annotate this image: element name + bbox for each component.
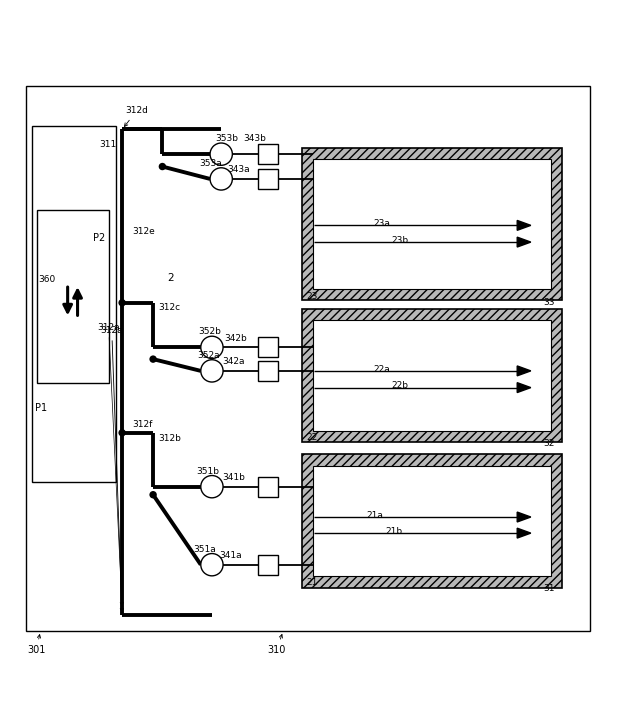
Bar xyxy=(313,465,550,576)
Text: 312c: 312c xyxy=(158,303,180,312)
Bar xyxy=(302,455,562,588)
Text: 22a: 22a xyxy=(373,364,389,374)
Text: 310: 310 xyxy=(267,635,286,655)
Text: 22b: 22b xyxy=(391,381,409,390)
Bar xyxy=(26,86,590,631)
Polygon shape xyxy=(518,512,531,522)
Bar xyxy=(258,555,277,574)
Text: 351b: 351b xyxy=(197,467,220,475)
Text: 360: 360 xyxy=(39,275,56,284)
Text: 21: 21 xyxy=(306,578,317,587)
Polygon shape xyxy=(518,237,531,247)
Text: 343a: 343a xyxy=(228,165,250,174)
Text: P2: P2 xyxy=(93,233,105,243)
Text: P1: P1 xyxy=(35,403,47,413)
Text: 23a: 23a xyxy=(373,219,390,228)
Text: 341b: 341b xyxy=(223,473,245,482)
Text: 22: 22 xyxy=(306,433,317,442)
Circle shape xyxy=(118,299,126,306)
Text: 312a: 312a xyxy=(98,323,124,606)
Bar xyxy=(32,126,116,483)
Text: 341a: 341a xyxy=(220,551,242,560)
Circle shape xyxy=(201,475,223,498)
Bar xyxy=(302,148,562,300)
Text: 312e: 312e xyxy=(132,227,156,236)
Bar xyxy=(258,361,277,381)
Text: 353b: 353b xyxy=(215,133,238,143)
Bar xyxy=(258,477,277,497)
Circle shape xyxy=(210,168,233,190)
Bar xyxy=(313,320,550,431)
Polygon shape xyxy=(518,220,531,230)
Circle shape xyxy=(201,336,223,358)
Text: 353a: 353a xyxy=(200,159,222,168)
Text: 32: 32 xyxy=(543,440,555,448)
Text: 311: 311 xyxy=(100,141,116,149)
Text: 312f: 312f xyxy=(132,419,153,429)
Polygon shape xyxy=(518,383,531,392)
Circle shape xyxy=(118,429,126,437)
Text: 21a: 21a xyxy=(367,511,384,520)
Polygon shape xyxy=(518,528,531,538)
Text: 342b: 342b xyxy=(225,333,247,343)
Bar xyxy=(313,159,550,288)
Text: 23: 23 xyxy=(306,292,317,301)
Bar xyxy=(258,338,277,357)
Text: 23b: 23b xyxy=(391,236,409,244)
Text: 301: 301 xyxy=(27,635,46,655)
Text: 343b: 343b xyxy=(243,133,266,143)
Polygon shape xyxy=(518,366,531,376)
Text: 2: 2 xyxy=(167,273,174,283)
Text: 31: 31 xyxy=(543,584,555,594)
Circle shape xyxy=(159,163,166,170)
Circle shape xyxy=(149,491,157,498)
Text: 33: 33 xyxy=(543,298,555,308)
Text: 351a: 351a xyxy=(193,545,216,554)
Text: 312d: 312d xyxy=(124,106,148,126)
Circle shape xyxy=(210,143,233,166)
Text: 352b: 352b xyxy=(198,328,221,336)
Bar xyxy=(258,144,277,164)
Bar xyxy=(302,309,562,442)
Circle shape xyxy=(149,356,157,363)
Bar xyxy=(258,169,277,189)
Text: 352a: 352a xyxy=(197,351,220,360)
Text: 312b: 312b xyxy=(158,435,181,444)
Text: 312a: 312a xyxy=(101,326,124,612)
Text: 21b: 21b xyxy=(385,527,402,536)
Bar xyxy=(37,210,108,384)
Text: 342a: 342a xyxy=(223,357,245,366)
Circle shape xyxy=(201,360,223,382)
Circle shape xyxy=(201,554,223,576)
